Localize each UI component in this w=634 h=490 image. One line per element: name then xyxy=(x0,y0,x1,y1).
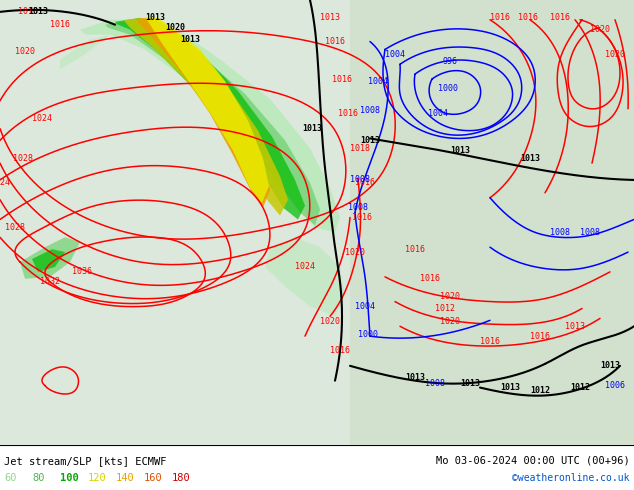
Text: 1013: 1013 xyxy=(360,136,380,145)
Text: 1008: 1008 xyxy=(348,203,368,212)
Text: 1000: 1000 xyxy=(358,330,378,339)
Text: ©weatheronline.co.uk: ©weatheronline.co.uk xyxy=(512,473,630,483)
Text: 1020: 1020 xyxy=(165,23,185,32)
Text: 1020: 1020 xyxy=(440,292,460,301)
Polygon shape xyxy=(135,18,270,208)
Text: Mo 03-06-2024 00:00 UTC (00+96): Mo 03-06-2024 00:00 UTC (00+96) xyxy=(436,456,630,466)
Text: 1013: 1013 xyxy=(600,361,620,370)
Text: 1016: 1016 xyxy=(50,20,70,29)
Text: 1004: 1004 xyxy=(428,109,448,118)
Text: 1020: 1020 xyxy=(590,25,610,34)
Text: 1020: 1020 xyxy=(15,47,35,56)
Text: 1016: 1016 xyxy=(325,37,345,46)
Text: 1008: 1008 xyxy=(360,106,380,115)
Text: 1016: 1016 xyxy=(330,346,350,355)
Text: 1013: 1013 xyxy=(500,383,520,392)
Text: 120: 120 xyxy=(88,473,107,483)
Text: 140: 140 xyxy=(116,473,135,483)
Text: 1004: 1004 xyxy=(355,302,375,311)
Text: 1008: 1008 xyxy=(425,379,445,388)
Text: 100: 100 xyxy=(60,473,79,483)
Text: 1013: 1013 xyxy=(450,146,470,155)
Text: 1013: 1013 xyxy=(145,13,165,23)
Text: 1036: 1036 xyxy=(72,268,92,276)
Text: 1006: 1006 xyxy=(605,381,625,390)
Text: 1013: 1013 xyxy=(460,379,480,388)
Text: 60: 60 xyxy=(4,473,16,483)
Text: 1032: 1032 xyxy=(40,277,60,286)
Text: 1013: 1013 xyxy=(520,154,540,163)
Text: 1028: 1028 xyxy=(5,223,25,232)
Text: 1016: 1016 xyxy=(332,74,352,84)
Text: 1012: 1012 xyxy=(435,304,455,313)
Text: 1020: 1020 xyxy=(440,317,460,326)
Text: 1016: 1016 xyxy=(420,274,440,283)
Text: 1028: 1028 xyxy=(13,154,33,163)
Polygon shape xyxy=(265,237,345,317)
Polygon shape xyxy=(105,20,320,225)
Polygon shape xyxy=(350,0,634,445)
Text: 1024: 1024 xyxy=(0,178,10,187)
Text: 1013: 1013 xyxy=(302,124,322,133)
Text: 1016: 1016 xyxy=(550,13,570,23)
Text: 1016: 1016 xyxy=(338,109,358,118)
Text: 1016: 1016 xyxy=(355,178,375,187)
Text: 80: 80 xyxy=(32,473,44,483)
Text: 1024: 1024 xyxy=(32,114,52,123)
Polygon shape xyxy=(32,249,65,272)
Text: 1016: 1016 xyxy=(518,13,538,23)
Text: 180: 180 xyxy=(172,473,191,483)
Text: 1004: 1004 xyxy=(385,50,405,59)
Text: 1000: 1000 xyxy=(438,84,458,94)
Text: 1012: 1012 xyxy=(570,383,590,392)
Polygon shape xyxy=(125,18,288,216)
Text: 1020: 1020 xyxy=(345,247,365,257)
Text: 1008: 1008 xyxy=(550,228,570,237)
Text: 1016: 1016 xyxy=(352,213,372,222)
Text: 1013: 1013 xyxy=(180,35,200,44)
Text: 1004: 1004 xyxy=(368,76,388,86)
Text: 1008: 1008 xyxy=(350,175,370,184)
Text: 1008: 1008 xyxy=(580,228,600,237)
Text: 1016: 1016 xyxy=(480,337,500,345)
Text: 1013: 1013 xyxy=(405,373,425,382)
Text: 1018: 1018 xyxy=(350,144,370,153)
Bar xyxy=(0,0,200,445)
Polygon shape xyxy=(115,18,305,220)
Text: 1013: 1013 xyxy=(565,322,585,331)
Text: 1016: 1016 xyxy=(490,13,510,23)
Text: 1013: 1013 xyxy=(320,13,340,23)
Text: 1012: 1012 xyxy=(530,386,550,395)
Text: 1024: 1024 xyxy=(295,263,315,271)
Polygon shape xyxy=(80,20,340,232)
Text: 1020: 1020 xyxy=(605,50,625,59)
Text: 160: 160 xyxy=(144,473,163,483)
Text: 1013: 1013 xyxy=(28,7,48,16)
Text: 1016: 1016 xyxy=(405,245,425,254)
Text: Jet stream/SLP [kts] ECMWF: Jet stream/SLP [kts] ECMWF xyxy=(4,456,167,466)
Polygon shape xyxy=(145,18,269,203)
Polygon shape xyxy=(60,35,110,69)
Text: 1013: 1013 xyxy=(18,7,38,16)
Text: 996: 996 xyxy=(443,57,458,66)
Text: 1016: 1016 xyxy=(530,332,550,341)
Polygon shape xyxy=(20,237,80,279)
Text: 1020: 1020 xyxy=(320,317,340,326)
